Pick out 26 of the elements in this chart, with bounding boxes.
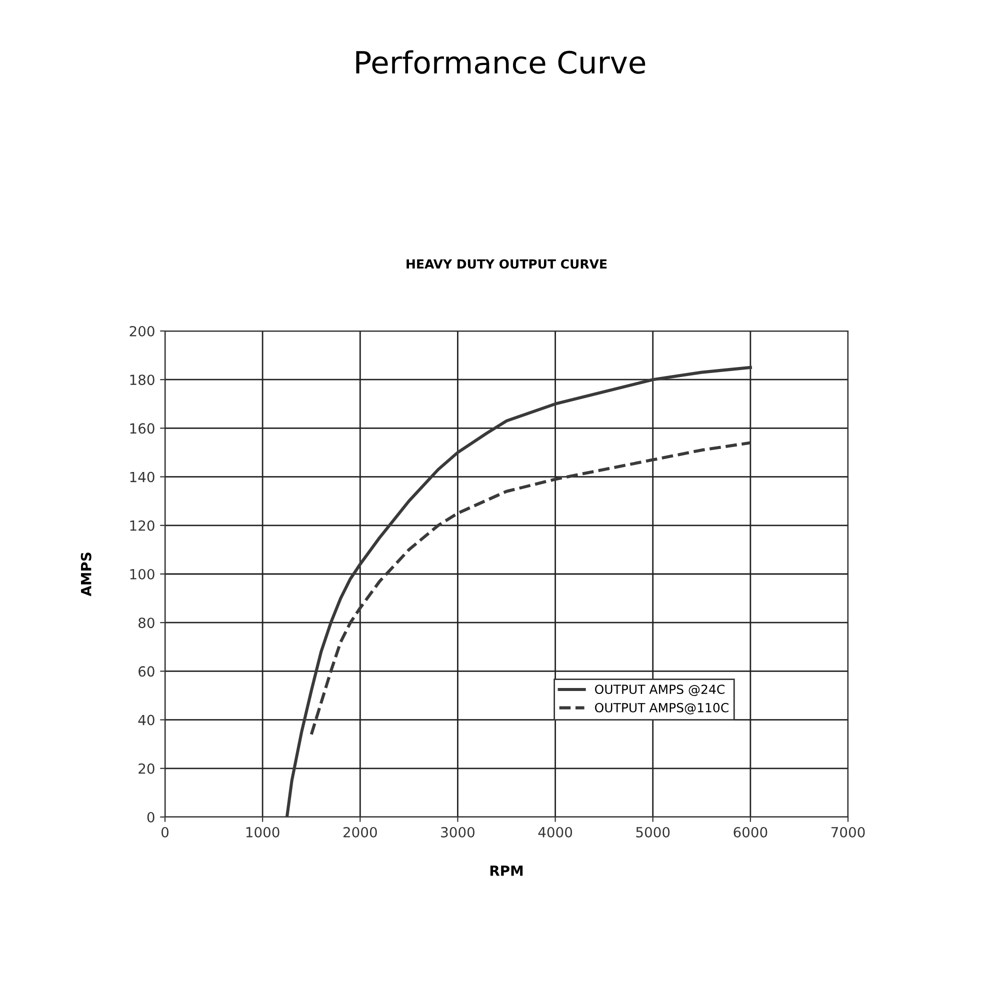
y-tick-label: 140	[130, 472, 154, 482]
x-axis-title: RPM	[490, 866, 523, 876]
line-series	[310, 441, 752, 736]
chart-title: Performance Curve	[356, 50, 646, 74]
y-tick-label: 160	[130, 423, 154, 434]
x-tick-label: 2000	[343, 826, 377, 838]
y-tick-label: 80	[138, 618, 154, 628]
legend-label: OUTPUT AMPS@110C	[595, 702, 728, 714]
y-tick-label: 40	[138, 714, 154, 726]
y-tick-label: 180	[130, 374, 154, 386]
x-tick-label: 1000	[246, 826, 280, 838]
y-tick-label: 100	[130, 568, 154, 580]
y-tick-label: 120	[130, 520, 154, 531]
y-tick-label: 200	[130, 326, 154, 336]
x-tick-label: 6000	[734, 826, 768, 838]
chart-subtitle: HEAVY DUTY OUTPUT CURVE	[406, 259, 607, 269]
x-tick-label: 7000	[831, 826, 865, 838]
y-tick-label: 20	[138, 763, 154, 774]
y-tick-label: 0	[147, 812, 154, 822]
y-tick-label: 60	[138, 666, 154, 677]
y-axis-title: AMPS	[80, 552, 92, 596]
x-tick-label: 0	[161, 826, 168, 838]
x-tick-label: 5000	[636, 826, 670, 838]
legend-label: OUTPUT AMPS @24C	[595, 684, 724, 696]
x-tick-label: 3000	[441, 826, 474, 838]
x-tick-label: 4000	[538, 826, 572, 838]
